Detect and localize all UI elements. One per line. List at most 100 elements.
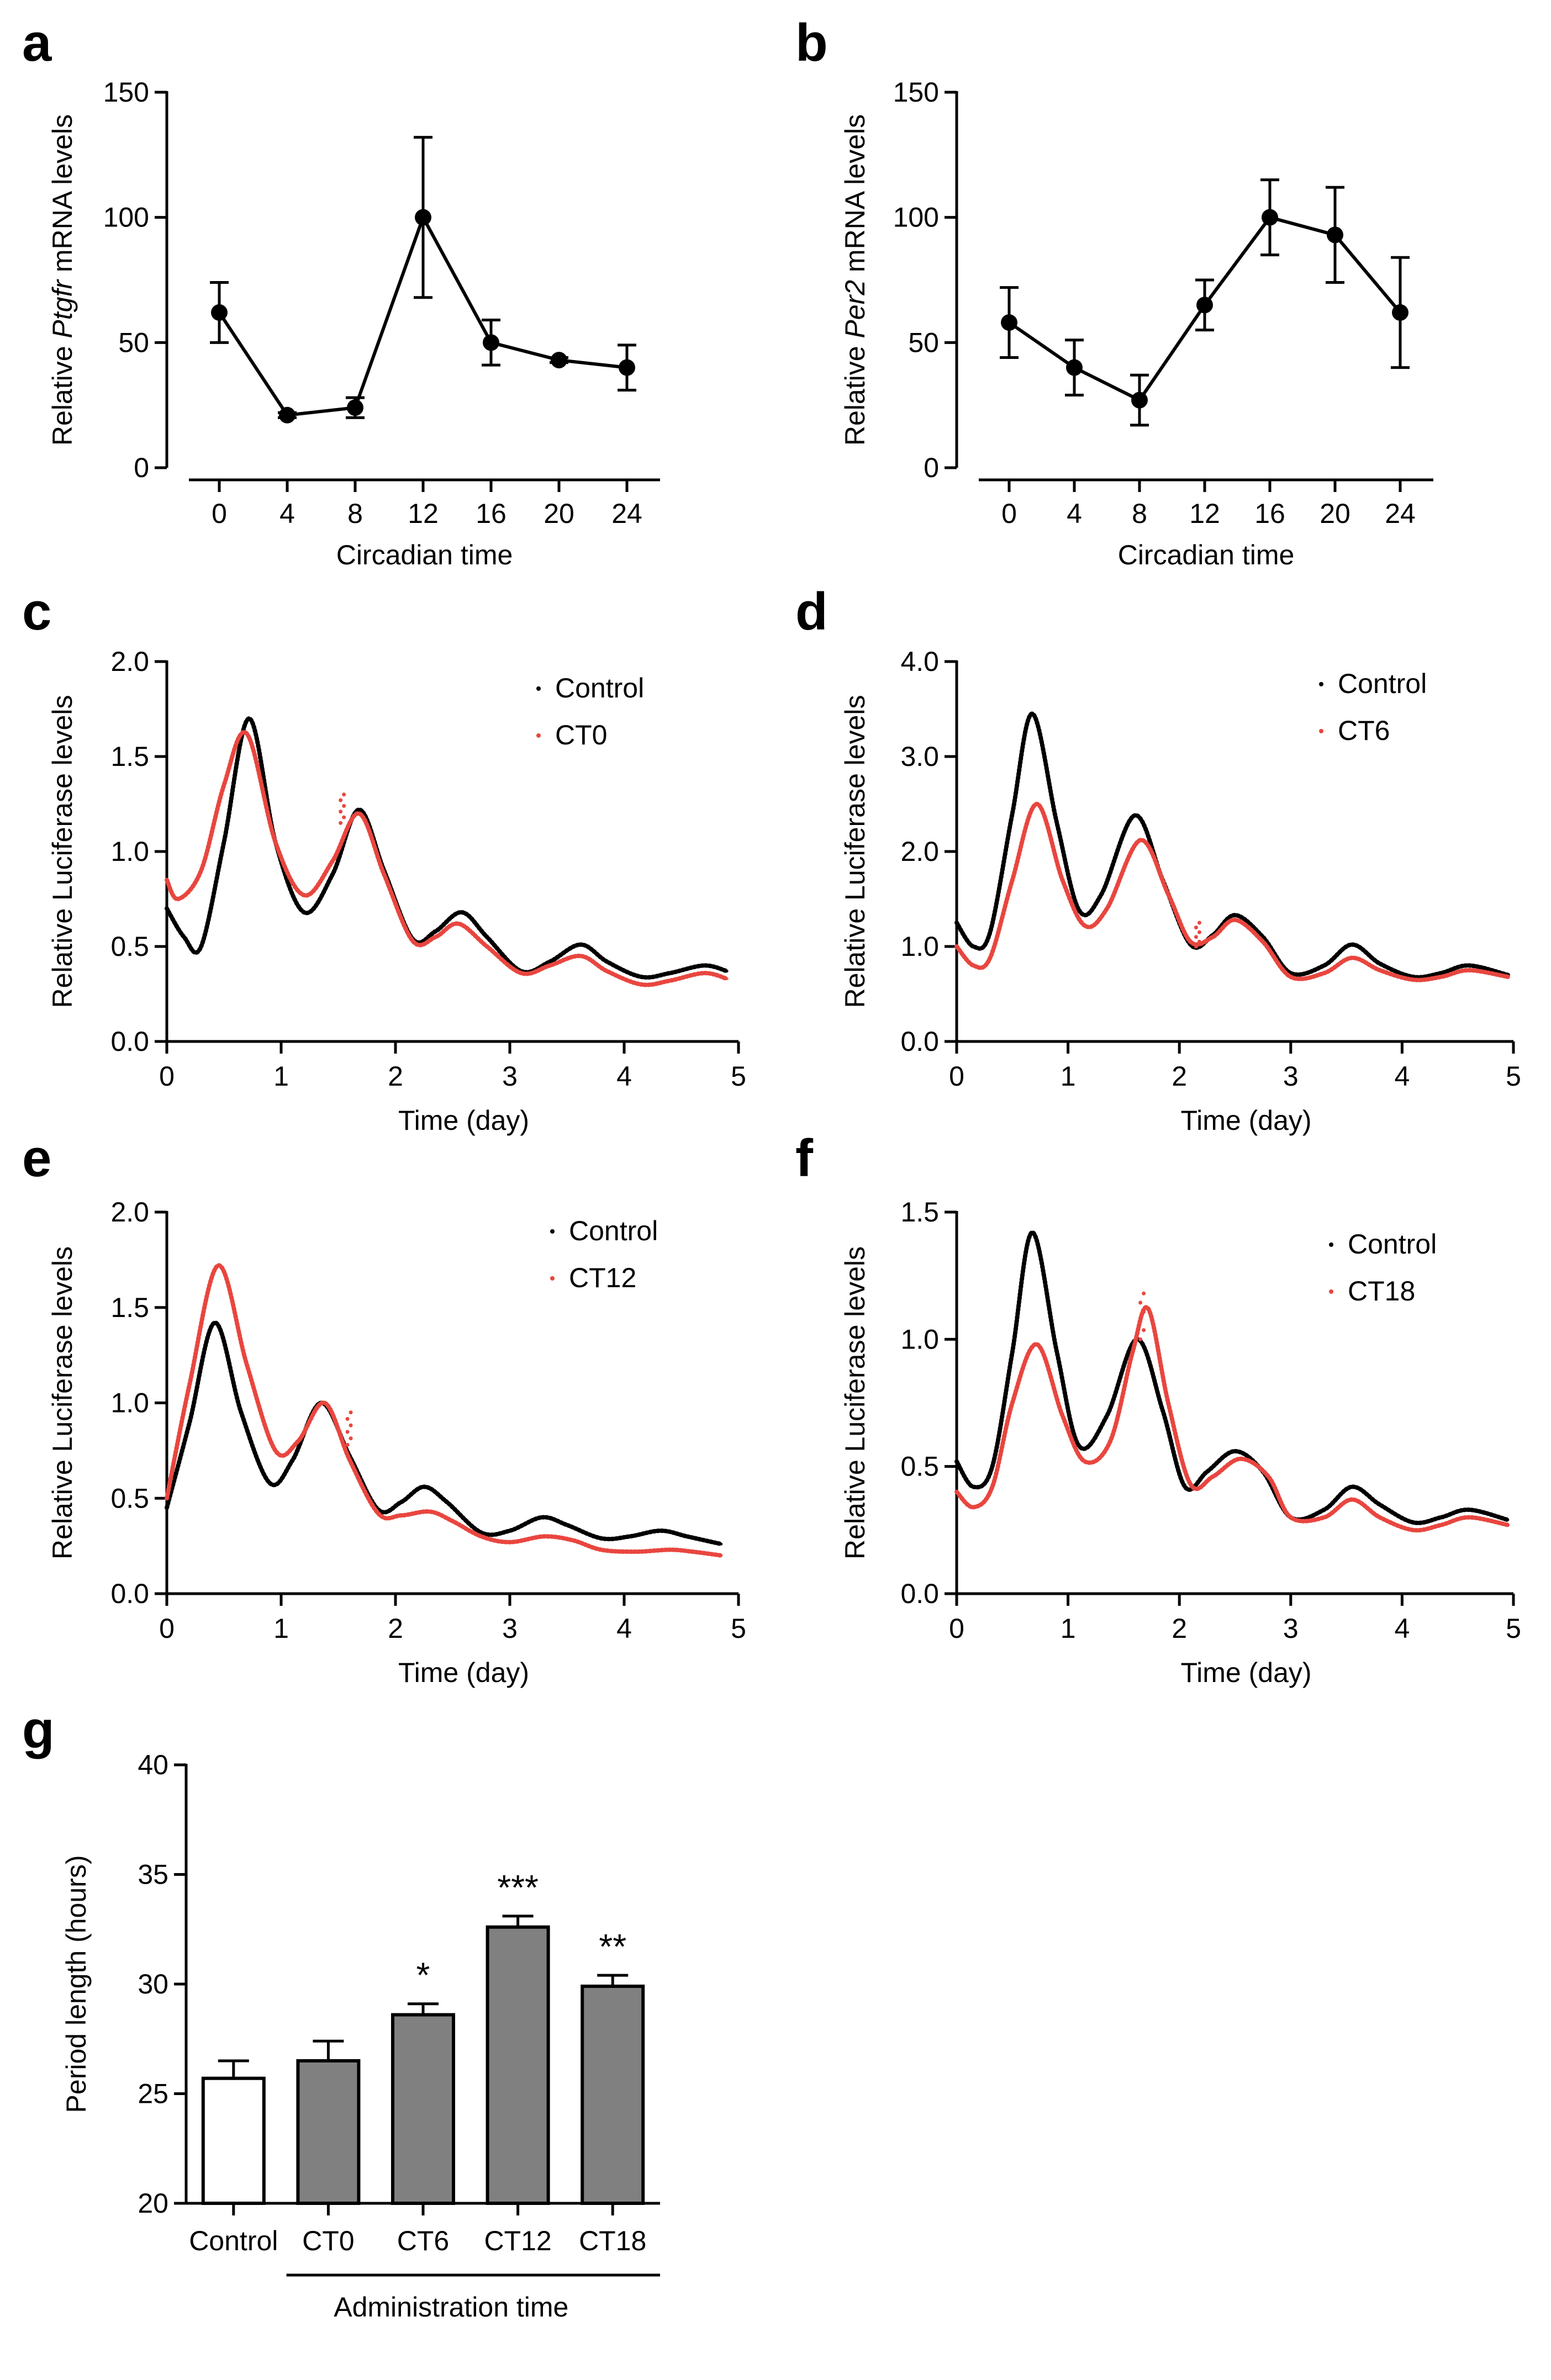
legend-label: CT18 [1348, 1276, 1415, 1307]
series-trace-control [955, 712, 1510, 979]
y-axis-title: Relative Luciferase levels [47, 1246, 78, 1559]
y-tick-label: 40 [138, 1749, 168, 1780]
panel-b: b 0 50 100 150 0 4 8 12 16 20 24 Circadian time Relat… [795, 13, 1433, 570]
group-label: Administration time [334, 2292, 568, 2323]
x-tick-label: 16 [1254, 498, 1285, 529]
y-tick-label: 1.5 [900, 1197, 939, 1228]
legend-marker [536, 733, 541, 738]
y-axis-title: Relative Per2 mRNA levels [840, 114, 871, 446]
significance-marker: ** [599, 1927, 626, 1966]
spike-point [1194, 935, 1198, 939]
spike-point [1197, 930, 1201, 934]
legend-label: Control [569, 1215, 658, 1246]
panel-label: g [22, 1700, 55, 1759]
x-tick-label: 16 [476, 498, 507, 529]
bar-ct18 [581, 1984, 645, 2205]
spike-point [339, 798, 343, 802]
y-tick-label: 100 [893, 202, 939, 233]
y-tick-label: 150 [103, 77, 149, 108]
x-axis-title: Time (day) [398, 1657, 529, 1688]
legend-marker [550, 1276, 555, 1281]
panel-label: d [795, 582, 828, 641]
y-tick-label: 0.5 [900, 1451, 939, 1482]
series-trace-ct12 [165, 1264, 723, 1557]
y-tick-label: 2.0 [900, 836, 939, 867]
x-tick-label: 12 [408, 498, 439, 529]
spike-point [345, 1417, 350, 1421]
legend-marker [1319, 682, 1323, 686]
y-tick-label: 30 [138, 1969, 168, 2000]
y-tick-label: 0.0 [110, 1578, 149, 1609]
legend-marker [550, 1229, 555, 1234]
y-tick-label: 50 [908, 327, 939, 358]
x-tick-label: 1 [1061, 1613, 1076, 1644]
spike-point [339, 810, 343, 814]
y-axis-title: Period length (hours) [61, 1855, 92, 2113]
data-point [279, 406, 296, 424]
y-axis-title-prefix: Relative [47, 339, 78, 446]
legend-marker [536, 686, 541, 691]
data-point [1196, 297, 1213, 314]
y-axis-title-suffix: mRNA levels [840, 114, 871, 280]
legend-label: CT12 [569, 1262, 636, 1293]
data-point [211, 304, 228, 321]
panel-f: f 0.0 0.5 1.0 1.5 0 1 2 3 4 5 Time (day) Relative Lu… [795, 1129, 1521, 1688]
spike-point [339, 821, 343, 825]
data-point [347, 399, 363, 416]
x-axis-title: Time (day) [1180, 1105, 1311, 1136]
panel-label: e [22, 1129, 51, 1188]
x-tick-label: 3 [502, 1061, 518, 1092]
x-tick-label: 1 [1061, 1061, 1076, 1092]
x-tick-label: 1 [273, 1613, 289, 1644]
y-tick-label: 1.0 [110, 836, 149, 867]
spike-point [1138, 1319, 1143, 1323]
panel-g: g 20 25 30 35 40 Control CT0 * CT6 *** CT12 ** CT18 Pe… [22, 1700, 660, 2323]
data-point [619, 359, 635, 376]
data-point [1392, 304, 1408, 321]
x-tick-label: 24 [1385, 498, 1416, 529]
x-tick-label: 5 [1506, 1061, 1521, 1092]
y-tick-label: 4.0 [900, 646, 939, 677]
x-tick-label: 5 [731, 1613, 746, 1644]
y-axis-title: Relative Luciferase levels [47, 695, 78, 1008]
spike-point [1197, 939, 1201, 944]
x-tick-label: 4 [1394, 1613, 1410, 1644]
y-tick-label: 100 [103, 202, 149, 233]
data-point [1262, 209, 1278, 226]
series-trace-ct6 [955, 802, 1510, 982]
x-tick-label: 0 [159, 1613, 175, 1644]
data-point [483, 334, 499, 351]
x-tick-label: 20 [1320, 498, 1350, 529]
spike-point [349, 1436, 353, 1441]
spike-point [1194, 944, 1198, 949]
bar-ct6 [391, 2013, 455, 2206]
x-tick-label: 4 [1067, 498, 1082, 529]
y-tick-label: 150 [893, 77, 939, 108]
legend-label: CT6 [1338, 715, 1390, 746]
y-tick-label: 35 [138, 1859, 168, 1890]
spike-point [1197, 921, 1201, 925]
series-trace-ct18 [955, 1306, 1510, 1532]
data-point [1001, 314, 1017, 331]
y-tick-label: 0.5 [110, 931, 149, 962]
x-tick-label: 2 [1172, 1613, 1187, 1644]
y-tick-label: 0.0 [900, 1578, 939, 1609]
x-tick-label: 20 [544, 498, 574, 529]
significance-marker: *** [497, 1868, 539, 1907]
y-tick-label: 0.0 [110, 1026, 149, 1057]
x-tick-label: 0 [212, 498, 227, 529]
panel-d: d 0.0 1.0 2.0 3.0 4.0 0 1 2 3 4 5 Time (day) Relative… [795, 582, 1521, 1136]
legend-marker [1319, 729, 1323, 733]
panel-label: c [22, 582, 51, 641]
x-tick-label: 2 [388, 1613, 403, 1644]
legend-label: Control [555, 673, 644, 704]
spike-point [1142, 1291, 1146, 1295]
series-line-control [165, 1320, 724, 1547]
panel-label: f [795, 1129, 814, 1188]
bar-ct0 [296, 2059, 361, 2205]
data-point [415, 209, 431, 226]
y-axis-title-suffix: mRNA levels [47, 114, 78, 280]
spike-point [342, 815, 346, 819]
y-tick-label: 50 [118, 327, 149, 358]
